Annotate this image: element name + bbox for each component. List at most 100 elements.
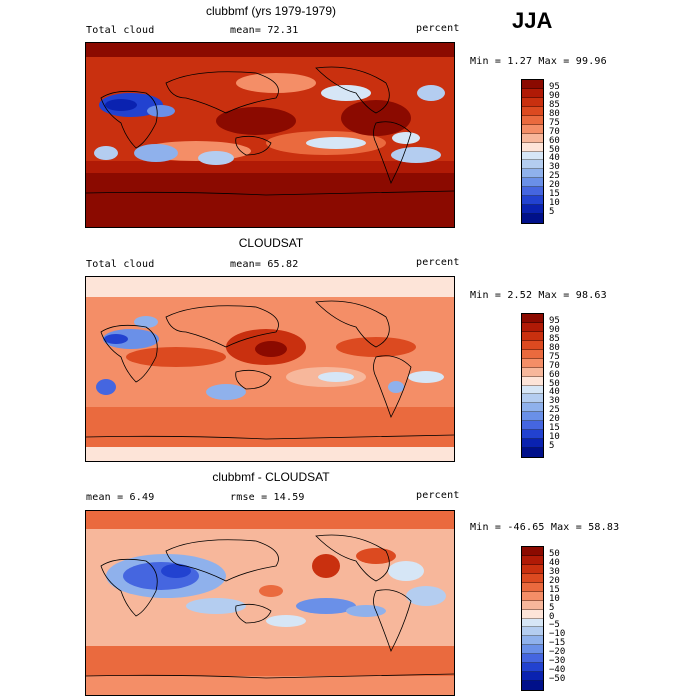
colorbar-swatch	[522, 214, 543, 223]
colorbar-tick-label: −40	[549, 665, 566, 676]
colorbar-tick-label: 10	[549, 198, 560, 209]
colorbar-tick-label: −15	[549, 638, 566, 649]
colorbar-swatch	[522, 448, 543, 457]
colorbar-tick-label: 0	[549, 611, 555, 622]
colorbar-swatch	[522, 573, 543, 583]
colorbar-swatch	[522, 403, 543, 413]
panel-1-map	[85, 42, 455, 228]
panel-3-minmax: Min = -46.65 Max = 58.83	[470, 522, 620, 533]
colorbar-tick-label: 60	[549, 135, 560, 146]
panel-3-map-svg	[86, 511, 454, 695]
colorbar-tick-label: 40	[549, 153, 560, 164]
colorbar-tick-label: 30	[549, 566, 560, 577]
colorbar-tick-label: 80	[549, 342, 560, 353]
colorbar-swatch	[522, 430, 543, 440]
colorbar-swatch	[522, 205, 543, 215]
colorbar-swatch	[522, 322, 543, 332]
panel-1-minmax: Min = 1.27 Max = 99.96	[470, 56, 607, 67]
colorbar-tick-label: 40	[549, 387, 560, 398]
colorbar-swatch	[522, 151, 543, 161]
colorbar-tick-label: 90	[549, 324, 560, 335]
panel-1-units-label: percent	[416, 23, 460, 34]
colorbar-swatch	[522, 106, 543, 116]
colorbar-tick-label: 25	[549, 405, 560, 416]
colorbar-swatch	[522, 555, 543, 565]
colorbar-tick-label: 80	[549, 108, 560, 119]
colorbar-tick-label: −50	[549, 674, 566, 685]
colorbar-tick-label: 20	[549, 180, 560, 191]
colorbar-swatch	[522, 385, 543, 395]
colorbar-tick-label: −20	[549, 647, 566, 658]
colorbar-swatch	[522, 349, 543, 359]
panel-3-mean-label: mean = 6.49	[86, 492, 155, 503]
colorbar-tick-label: 15	[549, 423, 560, 434]
panel-2-title: CLOUDSAT	[238, 236, 304, 250]
colorbar-tick-label: 25	[549, 171, 560, 182]
colorbar-tick-label: 30	[549, 162, 560, 173]
colorbar-tick-label: 40	[549, 557, 560, 568]
panel-2-left-label: Total cloud	[86, 259, 155, 270]
colorbar-swatch	[522, 331, 543, 341]
colorbar-swatch	[522, 564, 543, 574]
panel-1-map-svg	[86, 43, 454, 227]
panel-2-mean-label: mean= 65.82	[230, 259, 299, 270]
panel-1-colorbar	[521, 79, 544, 224]
colorbar-swatch	[522, 187, 543, 197]
colorbar-tick-label: 75	[549, 351, 560, 362]
colorbar-swatch	[522, 394, 543, 404]
panel-1-mean-label: mean= 72.31	[230, 25, 299, 36]
colorbar-swatch	[522, 160, 543, 170]
colorbar-tick-label: 85	[549, 99, 560, 110]
colorbar-swatch	[522, 196, 543, 206]
colorbar-swatch	[522, 582, 543, 592]
colorbar-tick-label: −10	[549, 629, 566, 640]
colorbar-tick-label: 50	[549, 144, 560, 155]
colorbar-swatch	[522, 412, 543, 422]
colorbar-swatch	[522, 314, 543, 323]
colorbar-tick-label: 50	[549, 378, 560, 389]
colorbar-swatch	[522, 88, 543, 98]
colorbar-swatch	[522, 169, 543, 179]
colorbar-tick-label: 75	[549, 117, 560, 128]
colorbar-tick-label: 15	[549, 584, 560, 595]
colorbar-tick-label: 10	[549, 432, 560, 443]
colorbar-swatch	[522, 547, 543, 556]
colorbar-swatch	[522, 340, 543, 350]
colorbar-tick-label: 90	[549, 90, 560, 101]
colorbar-swatch	[522, 133, 543, 143]
colorbar-tick-label: 10	[549, 593, 560, 604]
colorbar-swatch	[522, 367, 543, 377]
colorbar-swatch	[522, 609, 543, 619]
panel-2-units-label: percent	[416, 257, 460, 268]
colorbar-swatch	[522, 681, 543, 690]
season-label: JJA	[512, 8, 553, 33]
panel-2-colorbar	[521, 313, 544, 458]
colorbar-swatch	[522, 591, 543, 601]
colorbar-swatch	[522, 80, 543, 89]
colorbar-tick-label: 70	[549, 360, 560, 371]
panel-2-map-svg	[86, 277, 454, 461]
colorbar-swatch	[522, 115, 543, 125]
panel-1-left-label: Total cloud	[86, 25, 155, 36]
colorbar-tick-label: 70	[549, 126, 560, 137]
colorbar-swatch	[522, 618, 543, 628]
colorbar-swatch	[522, 672, 543, 682]
colorbar-swatch	[522, 97, 543, 107]
colorbar-swatch	[522, 439, 543, 449]
colorbar-tick-label: 95	[549, 315, 560, 326]
colorbar-tick-label: −5	[549, 620, 560, 631]
colorbar-swatch	[522, 376, 543, 386]
colorbar-swatch	[522, 645, 543, 655]
colorbar-tick-label: 85	[549, 333, 560, 344]
panel-3-map	[85, 510, 455, 696]
panel-3-rmse-label: rmse = 14.59	[230, 492, 305, 503]
colorbar-tick-label: −30	[549, 656, 566, 667]
colorbar-swatch	[522, 142, 543, 152]
colorbar-tick-label: 20	[549, 414, 560, 425]
panel-2-minmax: Min = 2.52 Max = 98.63	[470, 290, 607, 301]
colorbar-swatch	[522, 663, 543, 673]
panel-3-colorbar	[521, 546, 544, 691]
colorbar-tick-label: 15	[549, 189, 560, 200]
colorbar-tick-label: 20	[549, 575, 560, 586]
panel-3-units-label: percent	[416, 490, 460, 501]
